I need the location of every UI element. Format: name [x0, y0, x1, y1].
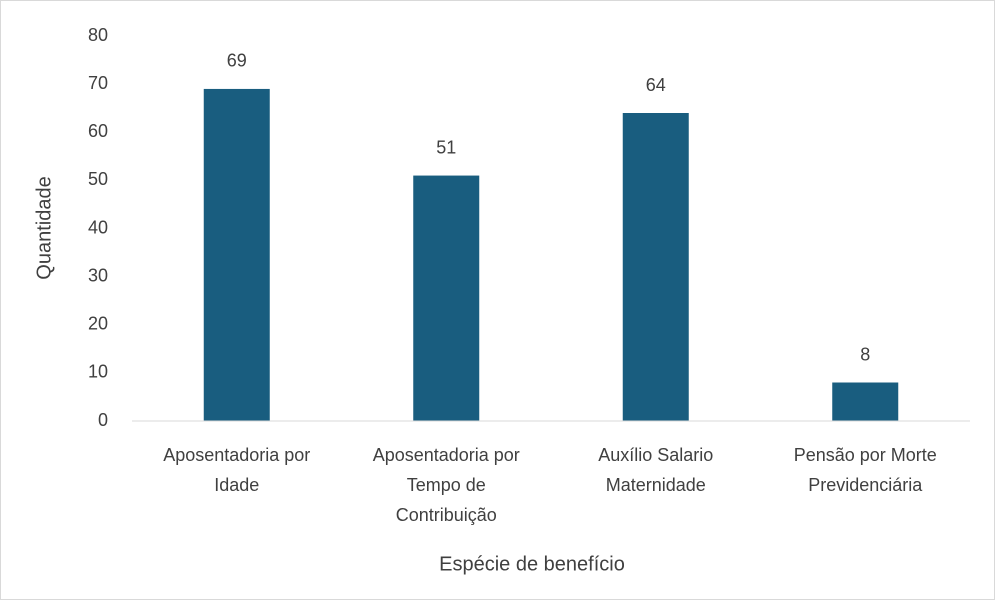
x-axis-title: Espécie de benefício [439, 553, 625, 575]
x-tick-label: Auxílio Salario Maternidade [598, 445, 714, 495]
bar [413, 175, 480, 421]
bar [203, 88, 270, 421]
y-tick-label: 10 [88, 362, 108, 382]
y-tick-label: 0 [98, 410, 108, 430]
bar [832, 382, 899, 421]
data-label: 69 [227, 51, 247, 71]
y-tick-label: 60 [88, 121, 108, 141]
y-axis-title: Quantidade [33, 176, 55, 279]
data-label: 8 [860, 344, 870, 364]
y-tick-label: 30 [88, 265, 108, 285]
x-tick-label: Aposentadoria por Tempo de Contribuição [372, 445, 520, 525]
data-label: 64 [646, 75, 666, 95]
y-tick-label: 20 [88, 314, 108, 334]
data-label: 51 [436, 137, 456, 157]
x-tick-label: Pensão por Morte Previdenciária [793, 445, 937, 495]
bar [622, 113, 689, 421]
y-tick-label: 50 [88, 169, 108, 189]
y-tick-label: 80 [88, 25, 108, 45]
y-tick-label: 70 [88, 73, 108, 93]
x-tick-label: Aposentadoria por Idade [163, 445, 311, 495]
y-tick-label: 40 [88, 217, 108, 237]
